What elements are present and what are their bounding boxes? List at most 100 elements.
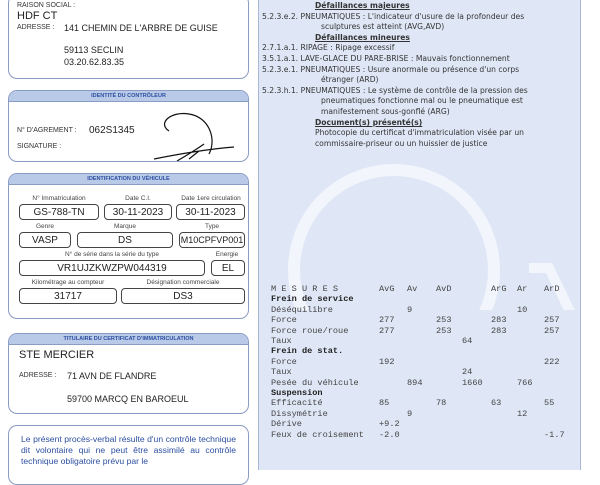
car-watermark-icon bbox=[288, 164, 575, 310]
energie-label: Energie bbox=[215, 251, 239, 258]
signature-image bbox=[153, 112, 235, 161]
mineures-title: Défaillances mineures bbox=[315, 32, 410, 42]
cell-value bbox=[436, 409, 462, 419]
cell-value: 277 bbox=[379, 325, 395, 336]
cell-value: 9 bbox=[407, 304, 413, 315]
defaillance-text: PNEUMATIQUES : L'indicateur d'usure de l… bbox=[300, 11, 525, 21]
centre-box: RAISON SOCIAL : HDF CT ADRESSE : 141 CHE… bbox=[8, 0, 249, 79]
titulaire-address: 71 AVN DE FLANDRE bbox=[67, 371, 157, 381]
cell-value bbox=[544, 294, 574, 304]
cell-value bbox=[462, 419, 491, 429]
cell-value bbox=[379, 346, 407, 356]
cell-value bbox=[379, 378, 407, 388]
defaillance-code: 3.5.1.a.1. bbox=[262, 53, 299, 63]
documents-title: Document(s) présenté(s) bbox=[315, 117, 423, 127]
defaillance-text: PNEUMATIQUES : Le système de contrôle de… bbox=[300, 85, 528, 95]
cell-value: 1660 bbox=[462, 377, 483, 388]
cell-value bbox=[462, 315, 491, 325]
cell-value bbox=[544, 388, 574, 398]
centre-city: 59113 SECLIN bbox=[64, 45, 124, 55]
cell-value bbox=[407, 315, 436, 325]
cell-value bbox=[544, 367, 574, 377]
defaillance-code: 2.7.1.a.1. bbox=[262, 43, 299, 53]
row-label: Efficacité bbox=[271, 398, 323, 409]
row-label: Force bbox=[271, 356, 297, 367]
cell-value: 24 bbox=[462, 367, 473, 378]
cell-value bbox=[407, 398, 436, 408]
titulaire-name: STE MERCIER bbox=[19, 349, 95, 361]
immat-label: N° Immatriculation bbox=[32, 195, 86, 202]
cell-value bbox=[436, 357, 462, 367]
cell-value bbox=[491, 294, 517, 304]
cell-value bbox=[407, 294, 436, 304]
cell-value: 253 bbox=[436, 325, 452, 336]
section-header: Frein de stat. bbox=[271, 346, 574, 356]
cell-value bbox=[407, 326, 436, 336]
cell-value bbox=[379, 294, 407, 304]
cell-value: -2.0 bbox=[379, 429, 400, 440]
row-label: Dérive bbox=[271, 419, 302, 430]
cell-value: 10 bbox=[517, 304, 528, 315]
cell-value bbox=[379, 388, 407, 398]
cell-value bbox=[379, 367, 407, 377]
majeures-title: Défaillances majeures bbox=[315, 1, 410, 10]
cell-value bbox=[436, 346, 462, 356]
date-circ-label: Date 1ere circulation bbox=[181, 195, 241, 202]
genre-label: Genre bbox=[35, 223, 55, 230]
cell-value: 192 bbox=[379, 356, 395, 367]
cell-value: 283 bbox=[491, 315, 507, 326]
cell-value bbox=[544, 336, 574, 346]
cell-value bbox=[407, 367, 436, 377]
cell-value: 63 bbox=[491, 398, 502, 409]
mesures-title: M E S U R E S bbox=[271, 284, 339, 294]
centre-phone: 03.20.62.83.35 bbox=[64, 57, 125, 67]
defaillance-item: 5.2.3.e.2. PNEUMATIQUES : L'indicateur d… bbox=[262, 12, 580, 23]
table-row: Force 277 253 283 257 bbox=[271, 315, 574, 325]
defaillance-text-cont: pneumatiques fonctionne mal ou le pneuma… bbox=[321, 96, 523, 106]
table-row: Efficacité 85 78 63 55 bbox=[271, 398, 574, 408]
agrement-label: N° D'AGREMENT : bbox=[17, 127, 77, 134]
serie-label: N° de série dans la série du type bbox=[64, 251, 159, 258]
cell-value bbox=[517, 430, 544, 440]
km-label: Kilométrage au compteur bbox=[31, 279, 105, 286]
defaillance-code: 5.2.3.h.1. bbox=[262, 85, 299, 95]
defaillance-text-cont: étranger (ARD) bbox=[321, 75, 379, 85]
column-header: ArD bbox=[544, 284, 560, 294]
cell-value bbox=[517, 388, 544, 398]
cell-value: 64 bbox=[462, 336, 473, 347]
cell-value bbox=[407, 357, 436, 367]
table-row: Force roue/roue 277 253 283 257 bbox=[271, 326, 574, 336]
defaillances-list: Défaillances majeures 5.2.3.e.2. PNEUMAT… bbox=[262, 1, 580, 149]
cell-value bbox=[517, 336, 544, 346]
row-label: Force roue/roue bbox=[271, 325, 349, 336]
cell-value bbox=[517, 294, 544, 304]
table-row: Dérive +9.2 bbox=[271, 419, 574, 429]
table-row: Pesée du véhicule 894 1660 766 bbox=[271, 378, 574, 388]
marque-label: Marque bbox=[113, 223, 137, 230]
table-row: Force 192 222 bbox=[271, 357, 574, 367]
vehicule-box: IDENTIFICATION DU VÉHICULE N° Immatricul… bbox=[8, 173, 249, 319]
defaillance-code: 5.2.3.e.2. bbox=[262, 11, 299, 21]
cell-value bbox=[517, 367, 544, 377]
immat-value: GS-788-TN bbox=[19, 204, 99, 220]
cell-value bbox=[544, 409, 574, 419]
cell-value bbox=[517, 326, 544, 336]
mesures-header: M E S U R E S AvG Av AvD ArG Ar ArD bbox=[271, 284, 574, 294]
row-label: Pesée du véhicule bbox=[271, 377, 359, 388]
cell-value bbox=[491, 346, 517, 356]
cell-value: -1.7 bbox=[544, 429, 565, 440]
row-label: Frein de service bbox=[271, 294, 354, 305]
row-label: Feux de croisement bbox=[271, 429, 364, 440]
centre-address: 141 CHEMIN DE L'ARBRE DE GUISE bbox=[64, 23, 218, 33]
column-header: AvD bbox=[436, 284, 452, 294]
cell-value bbox=[436, 305, 462, 315]
agrement-value: 062S1345 bbox=[89, 125, 135, 136]
column-header: AvG bbox=[379, 284, 395, 294]
cell-value bbox=[436, 294, 462, 304]
row-label: Suspension bbox=[271, 388, 323, 399]
controleur-header: IDENTITÉ DU CONTRÔLEUR bbox=[9, 91, 248, 102]
designation-value: DS3 bbox=[121, 288, 245, 304]
cell-value: 9 bbox=[407, 408, 413, 419]
defaillance-text-cont: manifestement sous-gonflé (ARG) bbox=[321, 106, 450, 116]
column-header: Av bbox=[407, 284, 418, 294]
